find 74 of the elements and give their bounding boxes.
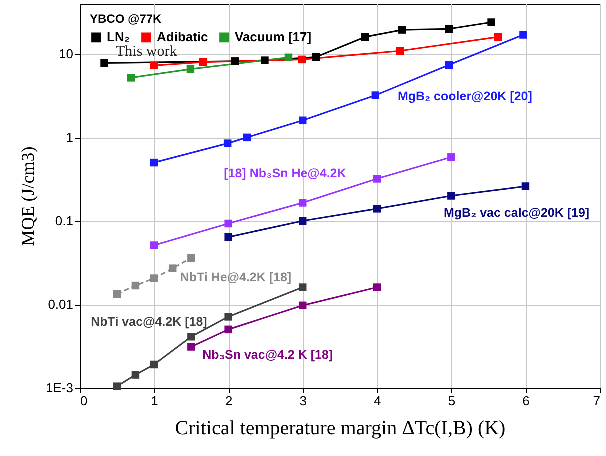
point [127, 74, 136, 82]
point [113, 290, 122, 298]
point [150, 242, 158, 250]
point [361, 33, 370, 42]
x-axis-title: Critical temperature margin ΔTc(I,B) (K) [175, 418, 506, 440]
point [448, 192, 456, 200]
point [243, 134, 252, 142]
point [396, 47, 404, 55]
point [298, 217, 307, 225]
point [188, 254, 196, 262]
x-tick-label: 4 [374, 394, 382, 408]
point [488, 18, 496, 26]
point [448, 154, 456, 162]
x-tick-label: 0 [80, 394, 88, 408]
point [188, 343, 196, 351]
point [373, 284, 382, 292]
x-tick-label: 5 [448, 394, 456, 408]
point [284, 54, 293, 62]
point [100, 59, 108, 68]
point [199, 58, 208, 66]
point [261, 56, 269, 64]
series-label: MgB₂ cooler@20K [20] [398, 90, 532, 104]
y-tick-label: 10 [59, 46, 74, 62]
point [398, 26, 406, 34]
x-tick-label: 6 [522, 394, 530, 408]
y-tick-label: 0.01 [48, 297, 74, 312]
x-tick-label: 7 [593, 394, 600, 408]
point [312, 53, 320, 62]
x-tick-label: 1 [151, 394, 158, 408]
point [522, 182, 530, 190]
point [224, 233, 232, 242]
point [168, 264, 177, 272]
series-label: NbTi He@4.2K [18] [180, 270, 292, 285]
legend-label: Vacuum [17] [235, 30, 312, 45]
point [372, 92, 380, 100]
point [445, 61, 454, 70]
series-label: [18] Nb₃Sn He@4.2K [224, 166, 346, 181]
point [113, 382, 122, 390]
y-axis-title: MQE (J/cm3) [18, 146, 38, 246]
point [150, 158, 158, 167]
series-label: Nb₃Sn vac@4.2 K [18] [202, 348, 334, 362]
point [445, 25, 454, 33]
point [188, 332, 196, 341]
y-tick-label: 1E-3 [46, 380, 74, 396]
x-tick-label: 2 [225, 394, 233, 408]
point [224, 326, 232, 334]
y-tick-label: 0.1 [55, 214, 74, 229]
point [373, 205, 382, 213]
legend-label: LN₂ [107, 30, 130, 45]
x-tick-label: 3 [300, 394, 307, 408]
point [150, 274, 158, 282]
series-label: NbTi vac@4.2K [18] [91, 314, 208, 329]
point [494, 33, 502, 42]
point [298, 116, 307, 125]
point [224, 313, 232, 321]
point [132, 371, 140, 379]
annotation: This work [116, 44, 178, 60]
point [373, 175, 382, 183]
point [520, 31, 528, 39]
point [298, 199, 307, 207]
legend-label: Adibatic [157, 30, 208, 45]
point [298, 56, 306, 64]
point [186, 65, 195, 74]
point [231, 58, 240, 66]
point [150, 360, 158, 369]
point [224, 140, 232, 148]
legend-title: YBCO @77K [90, 12, 162, 26]
y-tick-label: 1 [66, 130, 74, 146]
point [298, 284, 307, 292]
point [150, 62, 158, 70]
point [224, 220, 232, 228]
point [132, 282, 140, 290]
series-label: MgB₂ vac calc@20K [19] [444, 206, 590, 220]
point [298, 302, 307, 310]
